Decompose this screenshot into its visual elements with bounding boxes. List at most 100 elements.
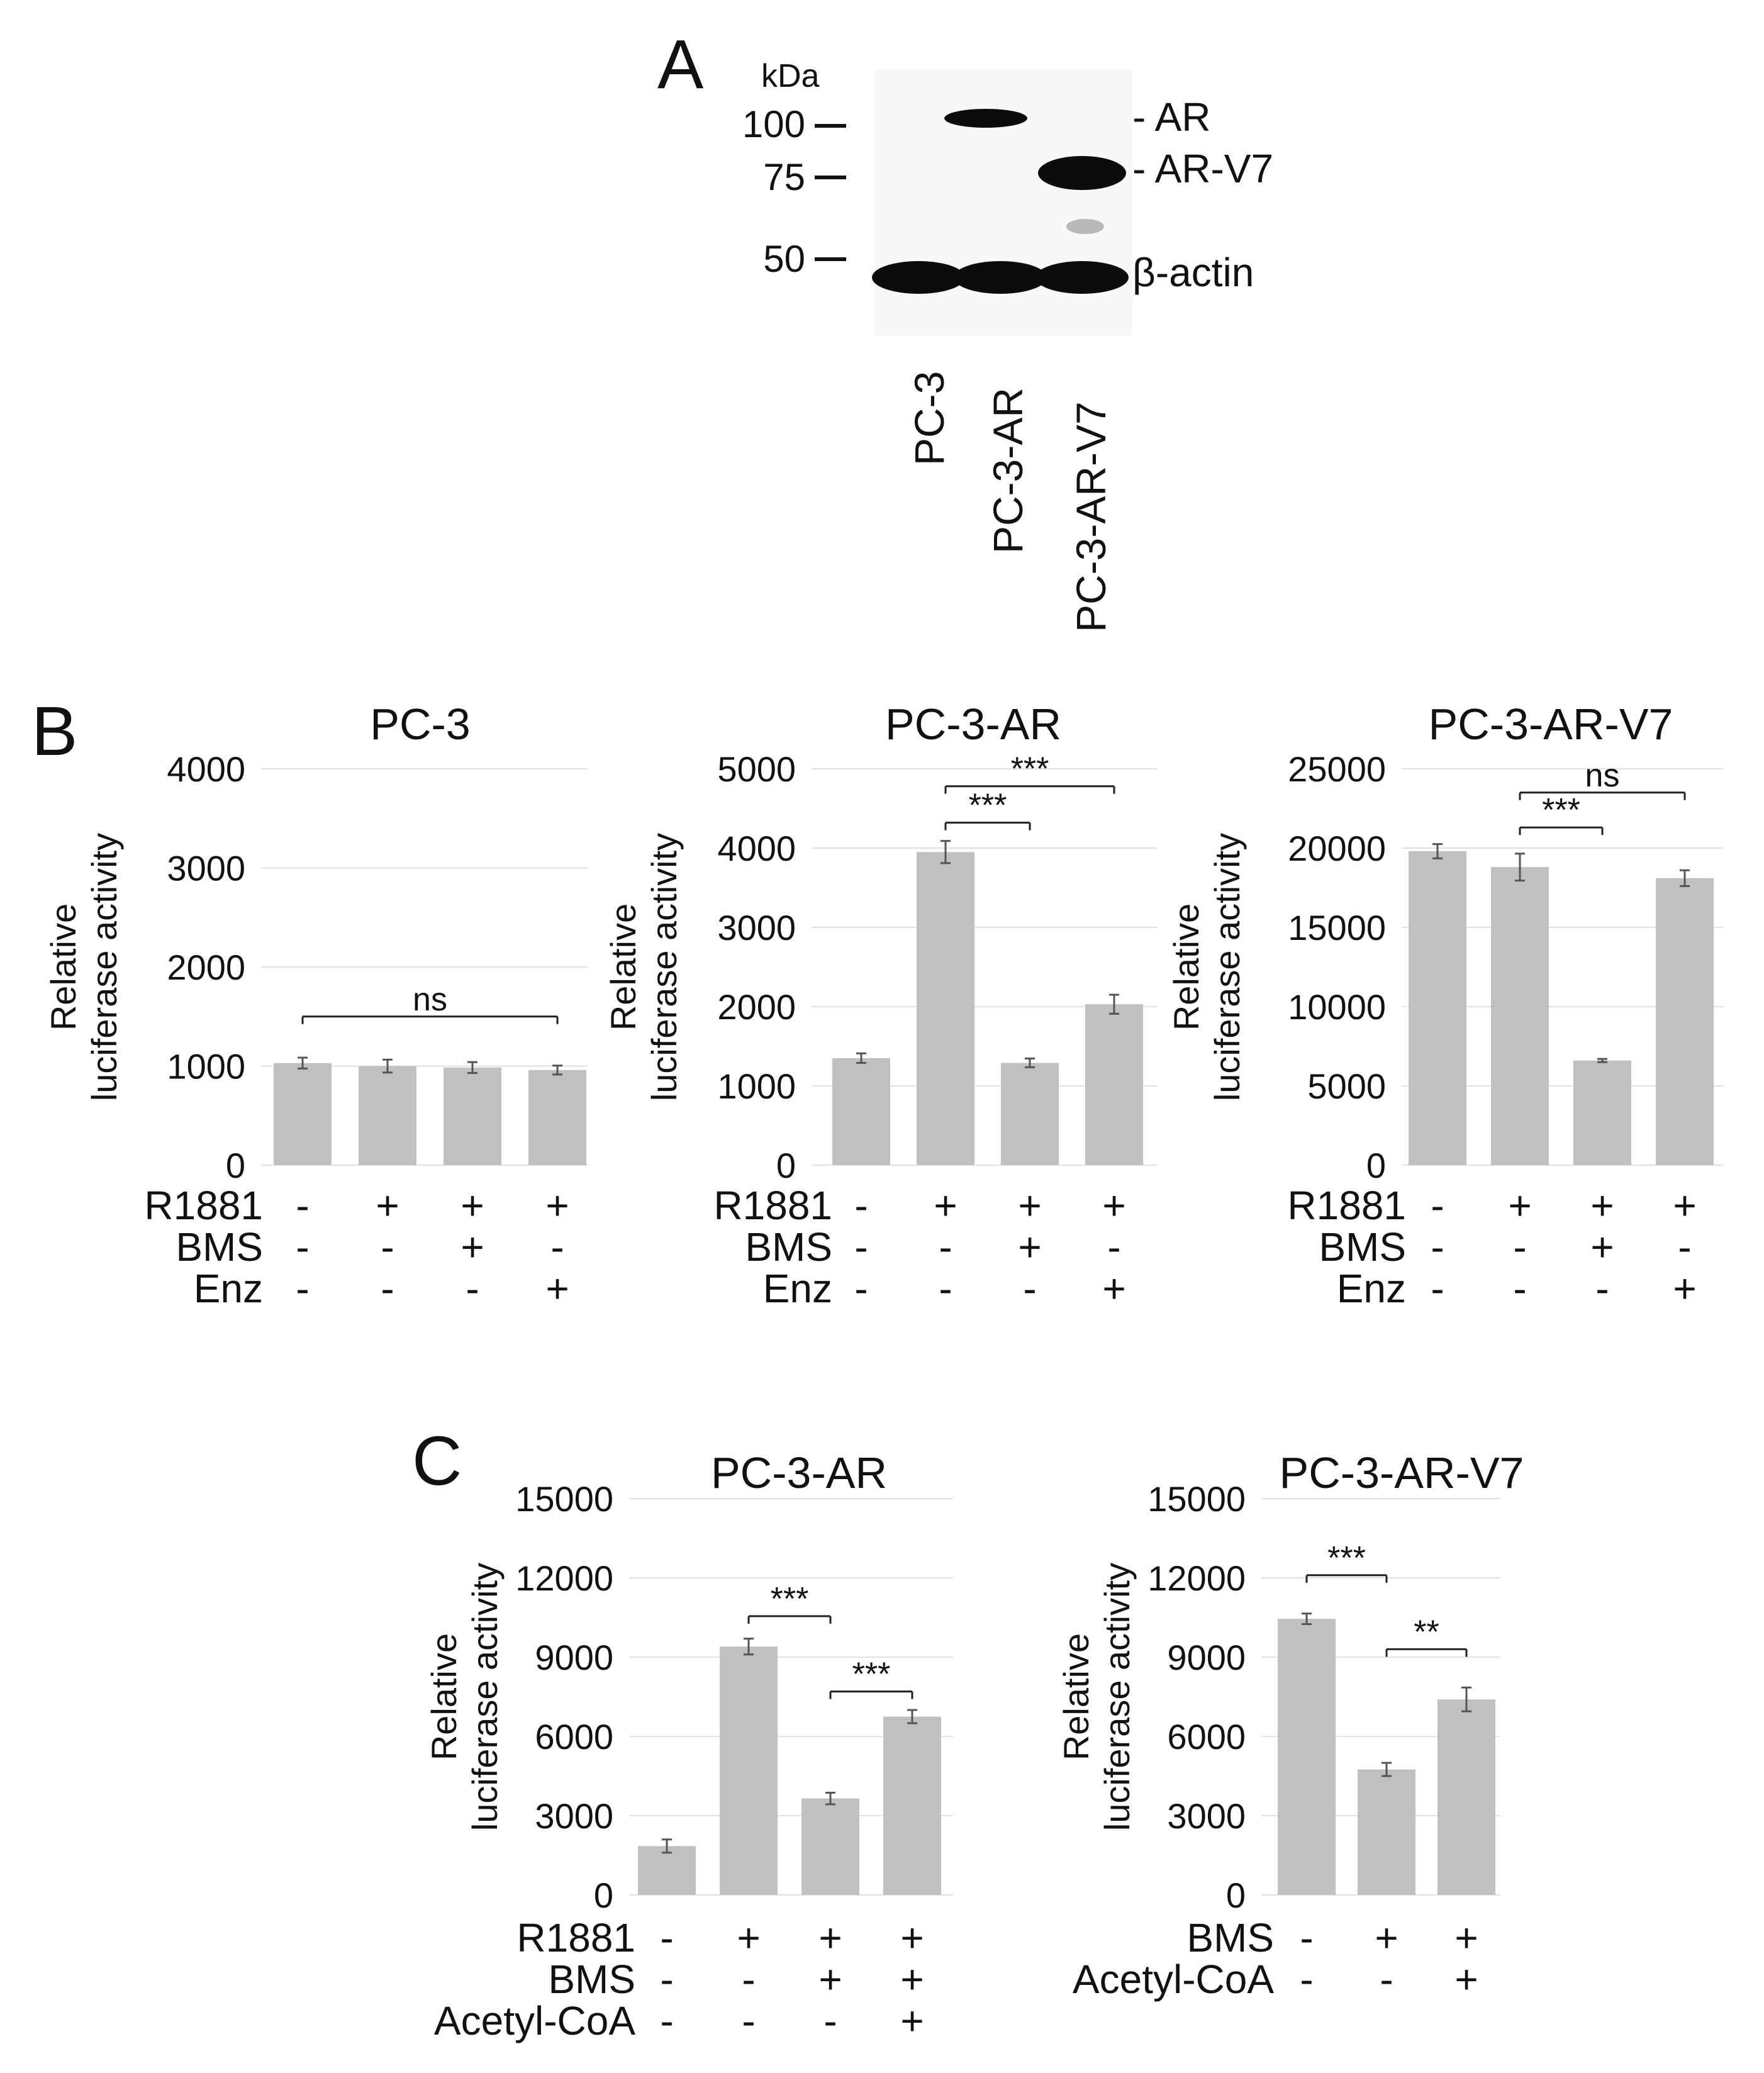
treatment-sign: + [545, 1266, 569, 1311]
treatment-sign: - [939, 1266, 952, 1311]
treatment-sign: - [296, 1266, 309, 1311]
y-tick-label: 2000 [167, 947, 245, 987]
treatment-label: Acetyl-CoA [1073, 1957, 1274, 2002]
y-axis-label-line1: Relative [1166, 903, 1206, 1031]
chart-title: PC-3-AR-V7 [1280, 1448, 1524, 1497]
treatment-sign: - [1513, 1224, 1526, 1270]
treatment-sign: + [1673, 1183, 1696, 1228]
marker-75: 75 [763, 156, 805, 198]
y-tick-label: 5000 [1307, 1066, 1386, 1106]
treatment-sign: + [1018, 1224, 1041, 1270]
y-tick-label: 2000 [717, 987, 796, 1027]
y-axis-label-line2: luciferase activity [1097, 1563, 1137, 1831]
treatment-label: R1881 [516, 1915, 635, 1960]
significance-label: *** [1011, 751, 1049, 788]
chart-title: PC-3-AR [711, 1448, 887, 1497]
marker-100: 100 [742, 103, 805, 145]
treatment-sign: - [1380, 1957, 1393, 2002]
chart-b-2: PC-3-AR-V7 0 5000 10000 15000 20000 25000 Relat… [1166, 700, 1724, 1311]
panel-label-b: B [31, 693, 77, 770]
significance-label: *** [1327, 1540, 1366, 1577]
treatment-sign: + [1102, 1183, 1125, 1228]
band-label-ar-v7: - AR-V7 [1132, 146, 1273, 191]
treatment-sign: - [939, 1224, 952, 1270]
lane-label-pc3-ar-v7: PC-3-AR-V7 [1068, 401, 1114, 632]
bar [1656, 878, 1714, 1165]
treatment-sign: + [545, 1183, 569, 1228]
treatment-sign: - [466, 1266, 479, 1311]
lane-label-pc3: PC-3 [906, 371, 952, 466]
chart-title: PC-3 [370, 700, 470, 749]
panel-label-a: A [657, 26, 704, 103]
treatment-sign: - [1431, 1183, 1444, 1228]
treatment-label: Enz [194, 1266, 263, 1311]
bar [1001, 1063, 1059, 1165]
treatment-sign: + [818, 1957, 842, 2002]
treatment-sign: + [1454, 1957, 1478, 2002]
treatment-sign: + [1454, 1915, 1478, 1960]
significance-label: ns [1585, 757, 1620, 794]
y-tick-label: 4000 [717, 829, 796, 868]
treatment-sign: + [461, 1224, 484, 1270]
band-actin-lane-2 [954, 261, 1047, 294]
significance-label: *** [1542, 792, 1580, 829]
treatment-sign: - [1595, 1266, 1609, 1311]
y-tick-label: 1000 [167, 1047, 245, 1087]
y-axis-label-line1: Relative [603, 903, 643, 1031]
treatment-sign: + [1375, 1915, 1398, 1960]
y-tick-label: 0 [1366, 1146, 1386, 1185]
y-tick-label: 25000 [1288, 749, 1386, 789]
treatment-sign: - [296, 1183, 309, 1228]
lane-label-pc3-ar: PC-3-AR [985, 388, 1031, 554]
treatment-sign: - [1300, 1957, 1313, 2002]
chart-title: PC-3-AR-V7 [1429, 700, 1673, 749]
treatment-sign: - [1107, 1224, 1120, 1270]
treatment-label: R1881 [713, 1183, 832, 1228]
bar [528, 1070, 586, 1165]
treatment-sign: + [900, 1915, 924, 1960]
band-ar-v7-degradation [1066, 219, 1104, 234]
treatment-sign: - [381, 1224, 394, 1270]
treatment-sign: - [742, 1998, 755, 2043]
y-axis-label-line1: Relative [424, 1633, 464, 1760]
y-tick-label: 20000 [1288, 829, 1386, 868]
y-tick-label: 9000 [535, 1638, 613, 1677]
panel-label-c: C [412, 1422, 462, 1500]
treatment-sign: + [900, 1957, 924, 2002]
treatment-sign: + [900, 1998, 924, 2043]
kda-label: kDa [761, 58, 820, 94]
chart-b-1: PC-3-AR 0 1000 2000 3000 4000 5000 Relative luci… [603, 700, 1158, 1311]
y-tick-label: 0 [1226, 1875, 1246, 1915]
treatment-sign: + [818, 1915, 842, 1960]
bar [1278, 1619, 1336, 1895]
bar-charts: PC-3 0 1000 2000 3000 4000 Relative luciferase … [43, 700, 1724, 2043]
treatment-sign: - [1431, 1224, 1444, 1270]
y-tick-label: 9000 [1167, 1638, 1246, 1677]
bar [832, 1058, 890, 1165]
treatment-label: BMS [176, 1224, 263, 1270]
treatment-label: BMS [1186, 1915, 1274, 1960]
treatment-sign: - [381, 1266, 394, 1311]
treatment-sign: - [1678, 1224, 1691, 1270]
y-tick-label: 3000 [1167, 1796, 1246, 1836]
treatment-sign: - [823, 1998, 837, 2043]
treatment-label: BMS [1319, 1224, 1406, 1270]
treatment-label: R1881 [144, 1183, 263, 1228]
band-ar [944, 109, 1027, 128]
band-label-ar: - AR [1132, 94, 1210, 140]
significance-label: *** [852, 1657, 891, 1693]
bar [274, 1063, 332, 1165]
treatment-sign: + [737, 1915, 760, 1960]
y-tick-label: 5000 [717, 749, 796, 789]
treatment-label: R1881 [1287, 1183, 1406, 1228]
treatment-sign: - [1023, 1266, 1036, 1311]
y-tick-label: 3000 [535, 1796, 613, 1836]
band-ar-v7 [1038, 156, 1126, 190]
chart-c-3: PC-3-AR 0 3000 6000 9000 12000 15000 Relative lu… [424, 1448, 953, 2043]
treatment-sign: - [296, 1224, 309, 1270]
significance-label: *** [771, 1581, 809, 1618]
y-tick-label: 6000 [535, 1717, 613, 1757]
y-tick-label: 10000 [1288, 987, 1386, 1027]
bar [1573, 1060, 1631, 1165]
treatment-sign: + [1673, 1266, 1696, 1311]
